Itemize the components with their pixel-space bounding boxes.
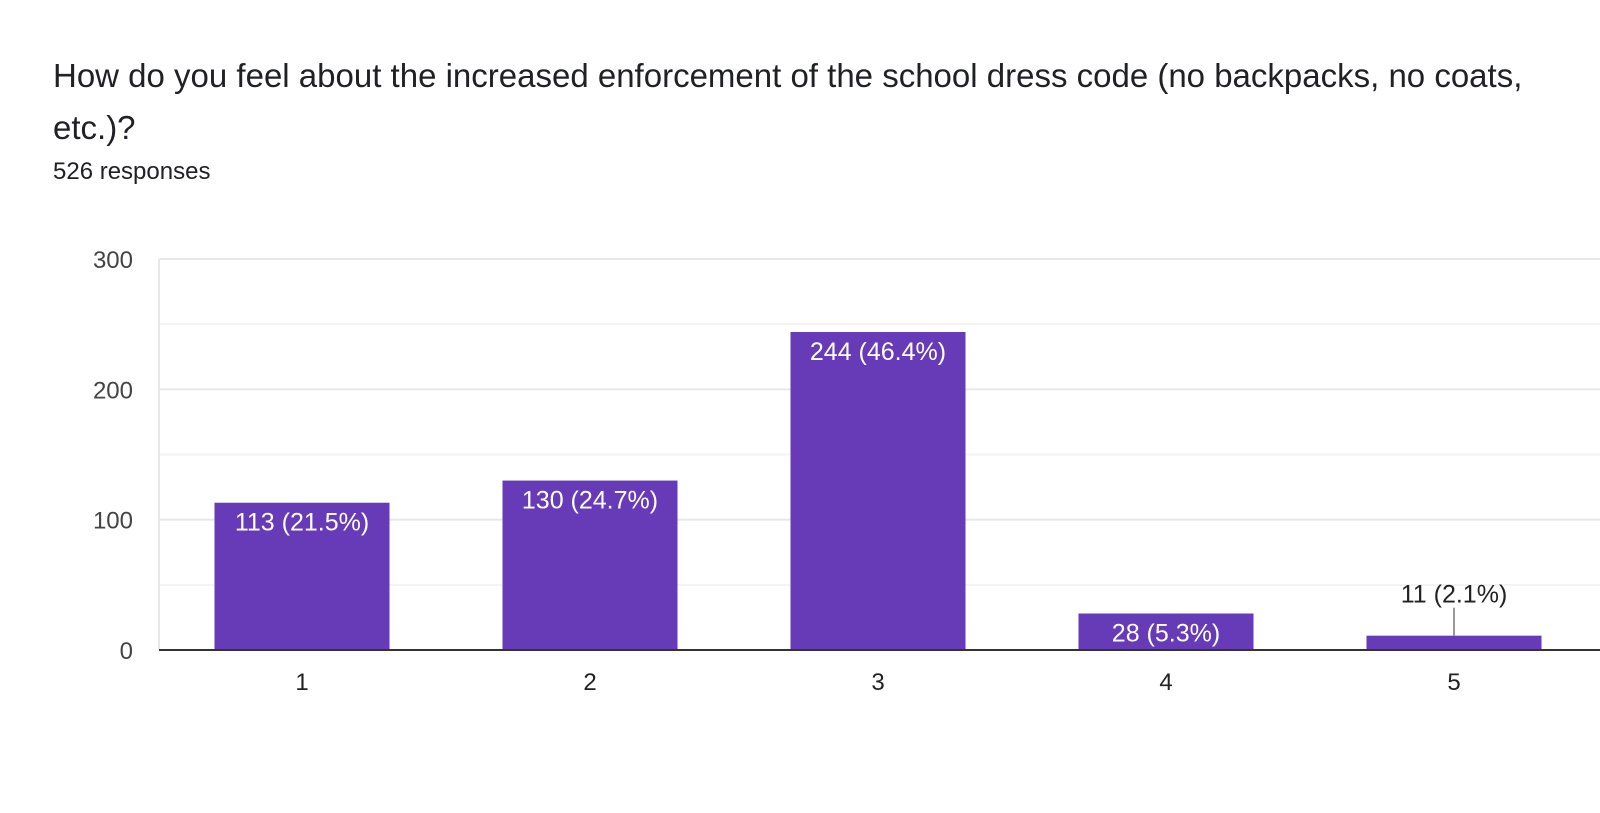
y-tick-label: 0 <box>120 638 133 665</box>
bar <box>790 331 966 650</box>
data-label: 11 (2.1%) <box>1401 581 1508 609</box>
x-tick-label: 2 <box>583 669 596 696</box>
data-label: 28 (5.3%) <box>1112 620 1220 648</box>
data-label: 130 (24.7%) <box>522 487 658 515</box>
question-title: How do you feel about the increased enfo… <box>53 57 1523 146</box>
x-tick-label: 5 <box>1447 669 1460 696</box>
y-tick-label: 300 <box>93 247 133 274</box>
x-tick-label: 4 <box>1159 669 1172 696</box>
y-tick-label: 200 <box>93 377 133 404</box>
bar <box>1366 635 1542 650</box>
data-label: 113 (21.5%) <box>235 509 369 537</box>
data-labels: 113 (21.5%) 130 (24.7%) 244 (46.4%) 28 (5.3… <box>235 338 1507 648</box>
bar <box>1078 613 1254 650</box>
x-tick-label: 1 <box>295 669 308 696</box>
x-axis-ticks: 1 2 3 4 5 <box>295 669 1460 696</box>
y-tick-label: 100 <box>93 508 133 535</box>
response-count: 526 responses <box>53 158 211 185</box>
data-label: 244 (46.4%) <box>810 338 946 366</box>
bar <box>502 480 678 650</box>
y-axis-ticks: 0 100 200 300 <box>93 247 133 665</box>
x-tick-label: 3 <box>871 669 884 696</box>
bars <box>214 331 1542 650</box>
bar <box>214 502 390 650</box>
